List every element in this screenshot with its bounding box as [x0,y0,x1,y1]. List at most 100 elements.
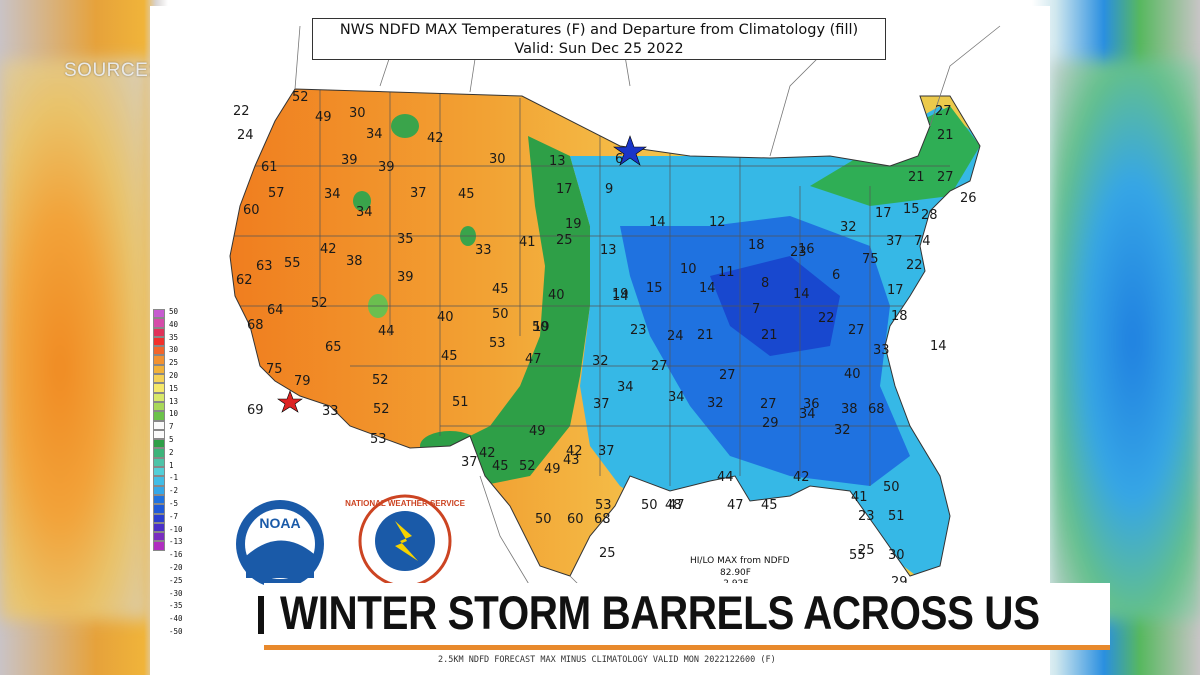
legend-label: -5 [169,499,179,508]
temperature-label: 34 [799,407,816,422]
legend-label: 10 [169,409,179,419]
legend-label: -10 [169,524,183,534]
legend-label: 1 [169,460,174,470]
legend-label: 50 [169,307,179,316]
temperature-label: 41 [851,490,868,505]
temperature-label: 19 [612,287,629,302]
temperature-label: 24 [237,128,254,143]
temperature-label: 53 [370,432,387,447]
temperature-label: 52 [311,296,328,311]
cold-spot-star [613,135,647,166]
temperature-label: 42 [320,242,337,257]
temperature-label: 25 [599,546,616,561]
temperature-label: 53 [489,336,506,351]
lower-third-banner [264,583,1110,645]
temperature-label: 47 [668,498,685,513]
temperature-label: 57 [268,186,285,201]
temperature-label: 52 [373,402,390,417]
legend-swatch [153,541,165,551]
legend-label: 20 [169,371,179,380]
temperature-label: 37 [598,444,615,459]
map-title-line2: Valid: Sun Dec 25 2022 [514,41,684,57]
temperature-label: 49 [315,110,332,125]
temperature-label: 42 [479,446,496,461]
legend-swatch [153,439,165,449]
temperature-label: 52 [519,459,536,474]
temperature-label: 45 [458,187,475,202]
temperature-label: 30 [489,152,506,167]
temperature-label: 29 [762,416,779,431]
temperature-label: 30 [349,106,366,121]
temperature-label: 34 [617,380,634,395]
temperature-label: 42 [566,444,583,459]
legend-swatch [153,532,165,542]
temperature-label: 40 [844,367,861,382]
nws-logo: NATIONAL WEATHER SERVICE [345,494,466,588]
hilo-title: HI/LO MAX from NDFD [690,556,790,566]
temperature-label: 22 [233,104,250,119]
temperature-label: 40 [437,310,454,325]
temperature-label: 7 [752,302,761,317]
legend-swatch [153,383,165,393]
temperature-label: 44 [378,324,395,339]
temperature-label: 16 [798,242,815,257]
legend-swatch [153,318,165,328]
temperature-label: 49 [544,462,561,477]
temperature-label: 37 [461,455,478,470]
legend-swatch [153,364,165,375]
temperature-label: 69 [247,403,264,418]
legend-swatch [153,346,165,356]
legend-label: -13 [169,537,183,547]
legend-swatch [153,411,165,421]
temperature-label: 37 [410,186,427,201]
temperature-label: 39 [397,270,414,285]
temperature-label: 40 [548,288,565,303]
temperature-label: 32 [834,423,851,438]
temperature-label: 63 [256,259,273,274]
temperature-label: 68 [247,318,264,333]
temperature-label: 33 [322,404,339,419]
temperature-label: 27 [935,104,952,119]
temperature-label: 27 [760,397,777,412]
temperature-label: 34 [356,205,373,220]
temperature-label: 25 [556,233,573,248]
temperature-label: 41 [519,235,536,250]
temperature-label: 55 [849,548,866,563]
temperature-label: 50 [535,512,552,527]
temperature-label: 14 [612,289,629,304]
temperature-label: 27 [651,359,668,374]
legend-label: -7 [169,511,179,521]
temperature-label: 33 [873,343,890,358]
legend-label: 30 [169,345,179,355]
noaa-logo: NOAA [236,500,324,588]
blurred-map-left [0,60,150,620]
temperature-label: 38 [346,254,363,269]
banner-accent [258,596,264,634]
legend-label: 7 [169,422,174,432]
legend-swatch [153,513,165,523]
legend-label: 25 [169,358,179,368]
temperature-label: 17 [875,206,892,221]
legend-swatch [153,457,165,468]
legend-swatch [153,392,165,402]
temperature-label: 50 [883,480,900,495]
temperature-label: 64 [267,303,284,318]
temperature-label: 13 [600,243,617,258]
noaa-logo-text: NOAA [259,515,300,531]
temperature-label: 21 [761,328,778,343]
temperature-label: 49 [529,424,546,439]
temperature-label: 52 [372,373,389,388]
legend-label: 2 [169,447,174,457]
legend-swatch [153,355,165,365]
legend-label: -1 [169,473,179,483]
temperature-label: 79 [294,374,311,389]
temperature-label: 23 [790,245,807,260]
legend-swatch [153,429,165,440]
temperature-label: 32 [592,354,609,369]
temperature-label: 21 [937,128,954,143]
temperature-label: 18 [748,238,765,253]
banner-underline [264,645,1110,650]
legend-swatch [153,522,165,533]
temperature-label: 51 [452,395,469,410]
legend-swatch [153,467,165,477]
